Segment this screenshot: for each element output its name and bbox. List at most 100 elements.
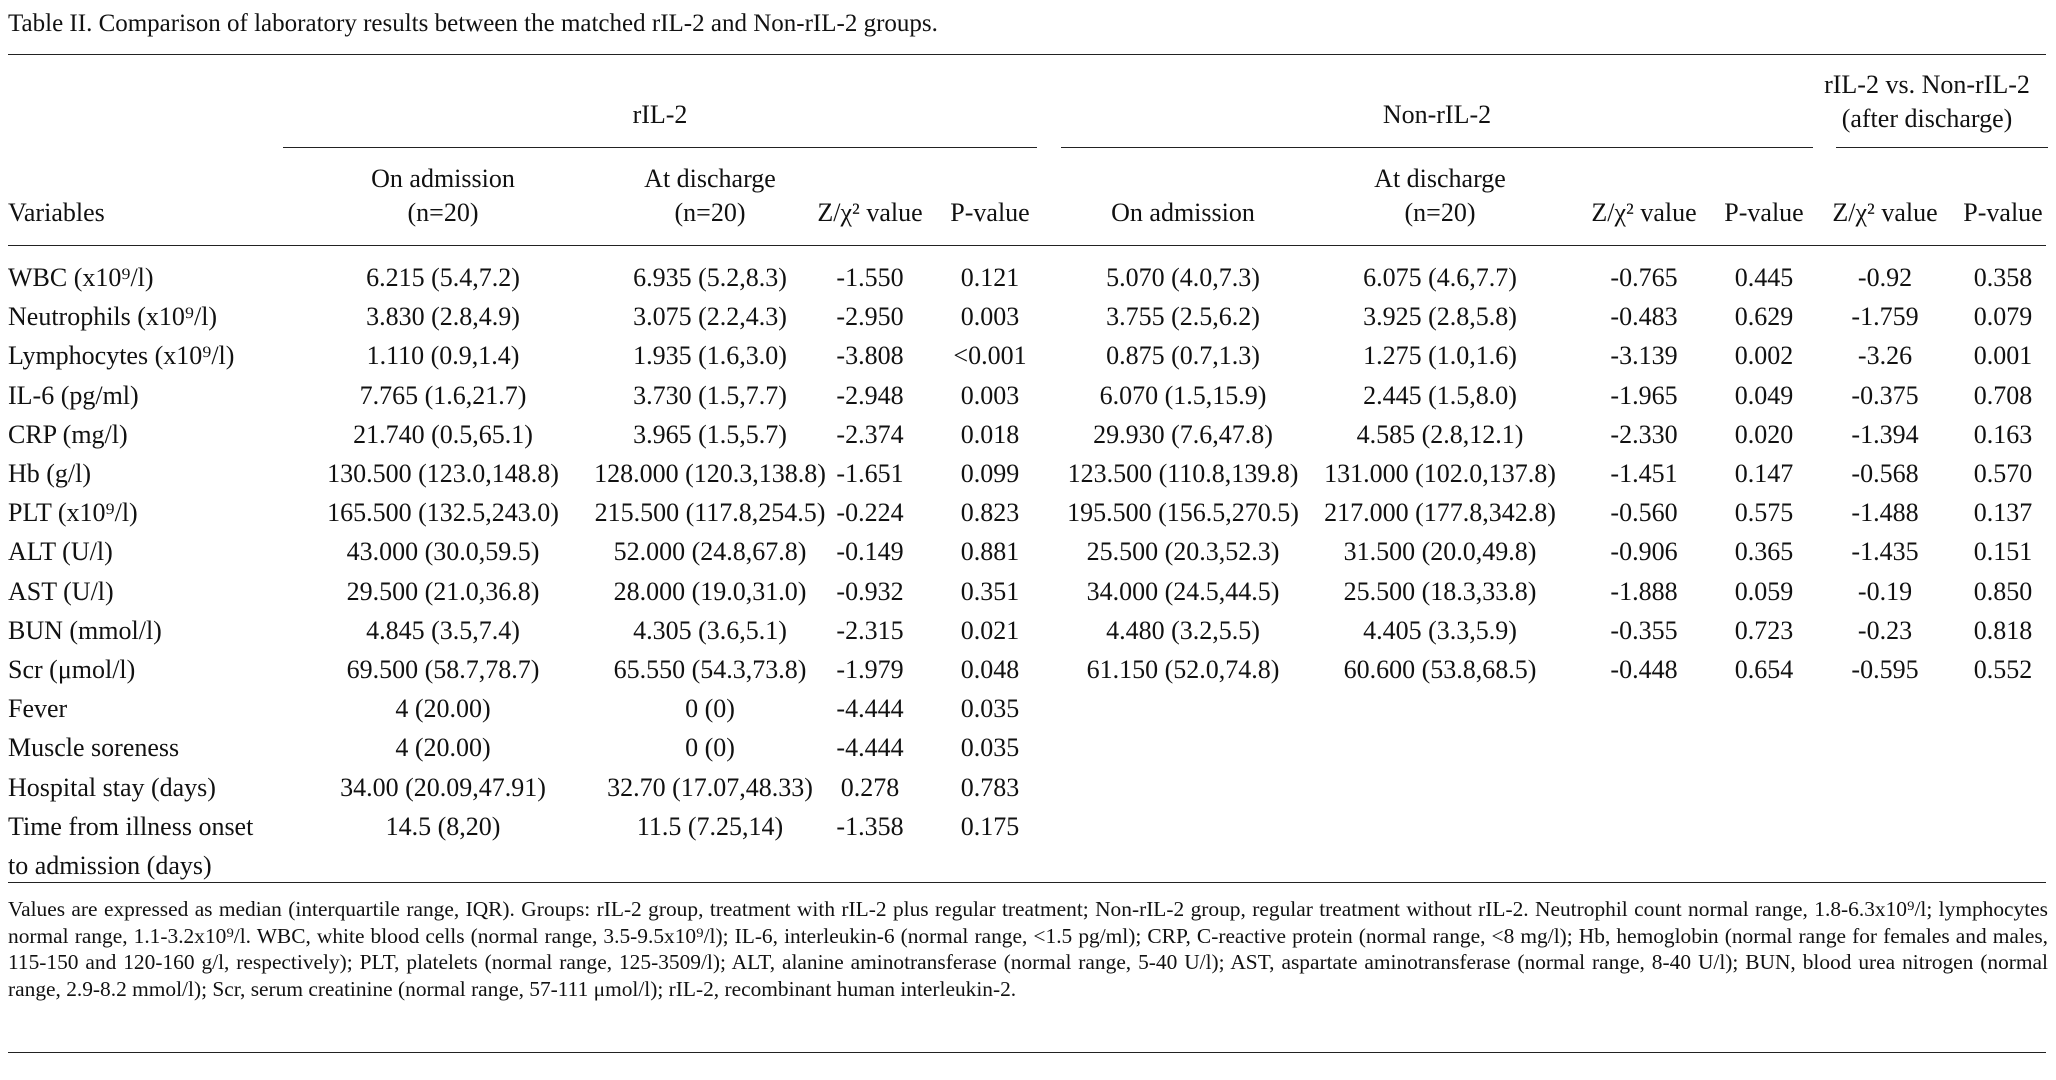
cell-ril2-zchi: -0.932: [836, 576, 904, 606]
cell-variable: PLT (x10⁹/l): [8, 498, 138, 528]
cell-variable: Neutrophils (x10⁹/l): [8, 302, 218, 332]
top-rule: [8, 54, 2046, 55]
cell-nonril2-admission: 29.930 (7.6,47.8): [1093, 419, 1273, 449]
cell-ril2-pvalue: 0.099: [960, 459, 1020, 488]
cell-variable: Fever: [8, 694, 68, 724]
cell-nonril2-pvalue: 0.723: [1734, 615, 1794, 645]
cell-compare-pvalue: 0.358: [1973, 263, 2033, 292]
cell-ril2-discharge: 0 (0): [685, 733, 735, 763]
cell-ril2-admission: 130.500 (123.0,148.8): [327, 459, 559, 488]
group-header-compare-line1: rIL-2 vs. Non-rIL-2: [1824, 70, 2030, 99]
cell-nonril2-zchi: -0.906: [1610, 537, 1678, 567]
col-header-n-discharge-n: (n=20): [1404, 198, 1476, 227]
cell-nonril2-admission: 6.070 (1.5,15.9): [1099, 380, 1267, 410]
cell-compare-pvalue: 0.708: [1973, 380, 2033, 410]
cell-ril2-zchi: -2.374: [836, 419, 904, 449]
cell-compare-pvalue: 0.151: [1973, 537, 2033, 567]
cell-ril2-pvalue: 0.018: [960, 419, 1020, 449]
cell-ril2-discharge: 215.500 (117.8,254.5): [594, 498, 826, 528]
cell-variable: BUN (mmol/l): [8, 615, 162, 645]
cell-ril2-zchi: -3.808: [836, 341, 904, 371]
cell-ril2-pvalue: 0.783: [960, 772, 1020, 802]
cell-ril2-discharge: 28.000 (19.0,31.0): [613, 576, 807, 606]
cell-ril2-zchi: -2.948: [836, 380, 904, 410]
cell-nonril2-discharge: 2.445 (1.5,8.0): [1363, 380, 1517, 410]
cell-ril2-discharge: 11.5 (7.25,14): [636, 811, 784, 841]
cell-nonril2-admission: 195.500 (156.5,270.5): [1067, 498, 1299, 528]
cell-ril2-discharge: 65.550 (54.3,73.8): [613, 655, 807, 684]
cell-nonril2-pvalue: 0.365: [1734, 537, 1794, 567]
cell-compare-zchi: -0.23: [1857, 615, 1913, 645]
cell-ril2-pvalue: 0.003: [960, 380, 1020, 410]
cell-nonril2-pvalue: 0.575: [1734, 498, 1794, 528]
cell-nonril2-pvalue: 0.445: [1734, 263, 1794, 292]
cell-ril2-pvalue: 0.048: [960, 655, 1020, 684]
col-header-variables: Variables: [8, 198, 105, 227]
cell-nonril2-zchi: -0.560: [1610, 498, 1678, 528]
cell-compare-pvalue: 0.137: [1973, 498, 2033, 528]
cell-nonril2-zchi: -1.451: [1610, 459, 1678, 488]
col-header-r-discharge-n: (n=20): [674, 198, 746, 227]
cell-compare-zchi: -0.595: [1851, 655, 1919, 684]
cell-nonril2-zchi: -0.448: [1610, 655, 1678, 684]
cell-compare-zchi: -0.568: [1851, 459, 1919, 488]
cell-ril2-pvalue: 0.823: [960, 498, 1020, 528]
cell-nonril2-discharge: 60.600 (53.8,68.5): [1343, 655, 1537, 684]
cell-ril2-admission: 7.765 (1.6,21.7): [359, 380, 527, 410]
cell-nonril2-admission: 0.875 (0.7,1.3): [1106, 341, 1260, 371]
cell-nonril2-zchi: -1.888: [1610, 576, 1678, 606]
cell-ril2-zchi: -1.550: [836, 263, 904, 292]
cell-ril2-admission: 69.500 (58.7,78.7): [346, 655, 540, 684]
cell-compare-zchi: -1.435: [1851, 537, 1919, 567]
cell-ril2-admission: 4 (20.00): [395, 733, 491, 763]
cell-variable: CRP (mg/l): [8, 419, 128, 449]
cell-variable: IL-6 (pg/ml): [8, 380, 139, 410]
col-header-n-pvalue: P-value: [1724, 198, 1804, 227]
cell-ril2-pvalue: 0.351: [960, 576, 1020, 606]
cell-nonril2-zchi: -3.139: [1610, 341, 1678, 371]
cell-variable: Lymphocytes (x10⁹/l): [8, 341, 235, 371]
cell-nonril2-pvalue: 0.020: [1734, 419, 1794, 449]
cell-variable: Time from illness onset: [8, 811, 254, 841]
cell-ril2-admission: 4 (20.00): [395, 694, 491, 724]
cell-ril2-discharge: 3.730 (1.5,7.7): [633, 380, 787, 410]
cell-compare-pvalue: 0.163: [1973, 419, 2033, 449]
col-header-c-zchi: Z/χ² value: [1832, 198, 1938, 227]
cell-ril2-zchi: -2.315: [836, 615, 904, 645]
cell-ril2-admission: 34.00 (20.09,47.91): [340, 772, 546, 802]
cell-ril2-admission: 3.830 (2.8,4.9): [366, 302, 520, 332]
cell-ril2-pvalue: 0.881: [960, 537, 1020, 567]
cell-ril2-zchi: -4.444: [836, 733, 904, 763]
cell-compare-pvalue: 0.850: [1973, 576, 2033, 606]
cell-ril2-admission: 165.500 (132.5,243.0): [327, 498, 559, 528]
cell-ril2-discharge: 6.935 (5.2,8.3): [633, 263, 787, 292]
cell-ril2-admission: 43.000 (30.0,59.5): [346, 537, 540, 567]
table-footnote: Values are expressed as median (interqua…: [8, 897, 2048, 1001]
cell-variable: Hb (g/l): [8, 459, 92, 488]
col-header-r-pvalue: P-value: [950, 198, 1030, 227]
col-header-n-discharge: At discharge: [1374, 164, 1506, 193]
cell-nonril2-discharge: 6.075 (4.6,7.7): [1363, 263, 1517, 292]
cell-nonril2-admission: 34.000 (24.5,44.5): [1086, 576, 1280, 606]
cell-variable: ALT (U/l): [8, 537, 113, 567]
cell-ril2-pvalue: 0.035: [960, 733, 1020, 763]
cell-nonril2-admission: 123.500 (110.8,139.8): [1067, 459, 1299, 488]
cell-nonril2-pvalue: 0.049: [1734, 380, 1794, 410]
cell-nonril2-admission: 5.070 (4.0,7.3): [1106, 263, 1260, 292]
cell-nonril2-admission: 25.500 (20.3,52.3): [1086, 537, 1280, 567]
cell-compare-zchi: -3.26: [1857, 341, 1913, 371]
cell-compare-zchi: -0.92: [1857, 263, 1913, 292]
cell-nonril2-pvalue: 0.147: [1734, 459, 1794, 488]
cell-compare-zchi: -0.19: [1857, 576, 1913, 606]
cell-ril2-discharge: 32.70 (17.07,48.33): [607, 772, 813, 802]
cell-ril2-admission: 4.845 (3.5,7.4): [366, 615, 520, 645]
cell-compare-pvalue: 0.001: [1973, 341, 2033, 371]
cell-variable: AST (U/l): [8, 576, 114, 606]
cell-ril2-discharge: 52.000 (24.8,67.8): [613, 537, 807, 567]
cell-nonril2-discharge: 1.275 (1.0,1.6): [1363, 341, 1517, 371]
cell-nonril2-pvalue: 0.002: [1734, 341, 1794, 371]
cell-compare-zchi: -1.488: [1851, 498, 1919, 528]
col-header-r-admission-n: (n=20): [407, 198, 479, 227]
group-header-ril2: rIL-2: [632, 100, 688, 129]
col-header-n-admission: On admission: [1111, 198, 1255, 227]
